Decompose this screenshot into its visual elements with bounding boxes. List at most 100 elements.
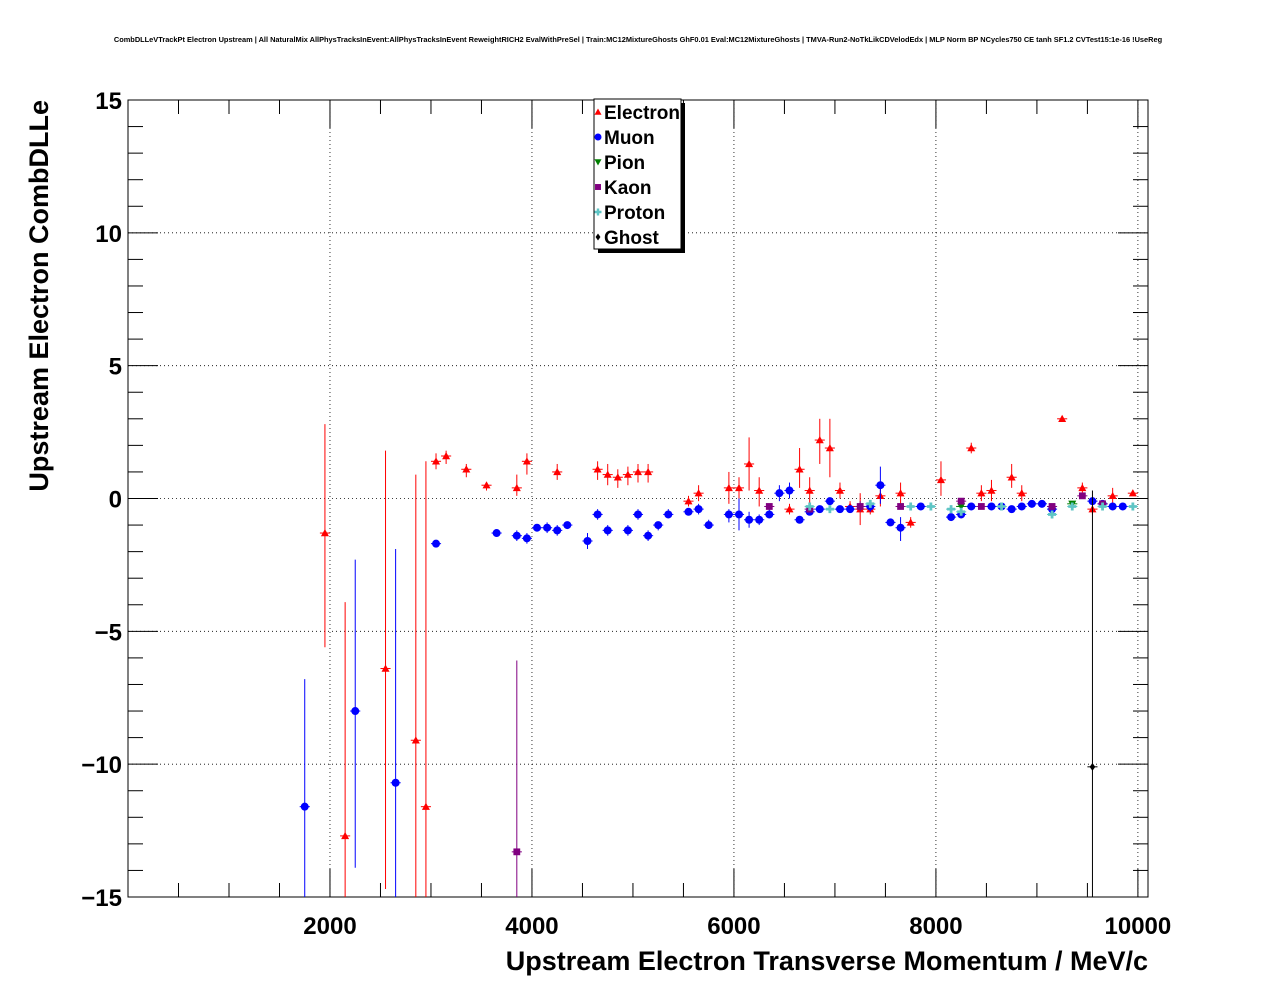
data-point-muon <box>491 529 502 538</box>
data-point-muon <box>350 559 361 868</box>
data-point-electron <box>592 461 603 480</box>
data-point-muon <box>1117 502 1128 511</box>
data-point-muon <box>1006 505 1017 514</box>
legend-label: Kaon <box>604 178 652 199</box>
data-point-electron <box>683 495 694 507</box>
data-point-muon <box>834 505 846 514</box>
data-point-muon <box>430 539 442 548</box>
data-point-kaon <box>764 503 775 510</box>
data-point-proton <box>956 507 967 516</box>
data-point-electron <box>1127 489 1138 497</box>
x-tick-label: 6000 <box>707 913 760 940</box>
data-points <box>299 414 1138 897</box>
x-tick-label: 4000 <box>505 913 558 940</box>
data-point-proton <box>905 502 916 511</box>
data-point-electron <box>319 424 330 648</box>
data-point-muon <box>1036 499 1048 508</box>
series-proton <box>804 499 1138 519</box>
data-point-electron <box>895 482 906 504</box>
data-point-muon <box>754 514 765 526</box>
data-point-kaon <box>895 503 906 510</box>
data-point-muon <box>784 482 795 499</box>
y-tick-label: 15 <box>95 88 122 115</box>
data-point-muon <box>946 513 957 522</box>
data-point-muon <box>390 548 401 897</box>
data-point-electron <box>441 450 452 464</box>
data-point-muon <box>794 515 805 524</box>
plot-title: CombDLLeVTrackPt Electron Upstream | All… <box>114 35 1163 44</box>
data-point-electron <box>794 448 805 488</box>
legend-label: Electron <box>604 103 680 124</box>
data-point-proton <box>1127 502 1138 511</box>
x-tick-label: 8000 <box>909 913 962 940</box>
data-point-electron <box>410 474 421 897</box>
x-tick-label: 10000 <box>1105 913 1172 940</box>
data-point-proton <box>865 499 876 508</box>
data-point-muon <box>875 466 886 504</box>
data-point-muon <box>653 521 664 531</box>
data-point-muon <box>885 518 896 527</box>
data-point-muon <box>582 533 593 549</box>
legend-entry-kaon: Kaon <box>595 178 652 199</box>
data-point-electron <box>693 485 704 502</box>
data-point-electron <box>643 463 654 483</box>
data-point-electron <box>511 474 522 496</box>
data-point-electron <box>461 463 472 478</box>
data-point-muon <box>602 525 613 536</box>
y-tick-label: 10 <box>95 221 122 248</box>
data-point-electron <box>612 469 623 488</box>
data-point-kaon <box>1047 503 1058 510</box>
data-point-electron <box>754 477 765 507</box>
data-point-electron <box>622 466 633 486</box>
data-point-electron <box>430 453 442 470</box>
data-point-electron <box>481 481 492 491</box>
legend: Electron Muon Pion Kaon Proton Ghost <box>593 98 685 253</box>
data-point-proton <box>1097 502 1108 511</box>
x-axis-title: Upstream Electron Transverse Momentum / … <box>506 946 1148 976</box>
data-point-electron <box>834 482 846 499</box>
legend-label: Muon <box>604 128 655 149</box>
data-point-electron <box>905 517 916 528</box>
data-point-electron <box>340 602 351 897</box>
data-point-proton <box>804 502 815 511</box>
data-point-muon <box>744 511 755 528</box>
data-point-kaon <box>511 660 522 897</box>
data-point-muon <box>895 517 906 542</box>
data-point-muon <box>643 530 654 542</box>
legend-entry-pion: Pion <box>594 153 645 174</box>
data-point-electron <box>420 461 431 897</box>
data-point-muon <box>723 509 734 523</box>
data-point-electron <box>804 477 815 504</box>
data-point-muon <box>915 502 926 511</box>
data-point-electron <box>1016 485 1027 502</box>
data-point-kaon <box>1077 492 1088 500</box>
data-point-electron <box>784 503 795 515</box>
data-point-electron <box>976 485 987 502</box>
data-point-electron <box>935 461 947 496</box>
data-point-kaon <box>976 503 987 510</box>
data-point-muon <box>814 505 825 514</box>
data-point-kaon <box>855 501 866 512</box>
data-point-muon <box>521 533 532 544</box>
y-tick-label: −15 <box>81 885 122 912</box>
legend-label: Ghost <box>604 228 660 249</box>
data-point-muon <box>531 523 543 532</box>
series-electron <box>319 414 1138 897</box>
data-point-proton <box>996 502 1007 511</box>
data-point-muon <box>966 502 977 511</box>
data-point-electron <box>552 463 563 480</box>
data-point-muon <box>824 497 835 506</box>
data-point-electron <box>1006 463 1017 488</box>
data-point-ghost <box>1087 490 1098 897</box>
data-point-electron <box>986 479 997 502</box>
series-ghost <box>1087 490 1098 897</box>
data-point-muon <box>592 509 603 520</box>
legend-entry-proton: Proton <box>594 203 665 224</box>
data-point-electron <box>1057 414 1068 422</box>
x-tick-label: 2000 <box>303 913 356 940</box>
legend-entry-muon: Muon <box>594 128 655 149</box>
data-point-electron <box>733 477 745 499</box>
legend-entry-ghost: Ghost <box>595 228 660 249</box>
